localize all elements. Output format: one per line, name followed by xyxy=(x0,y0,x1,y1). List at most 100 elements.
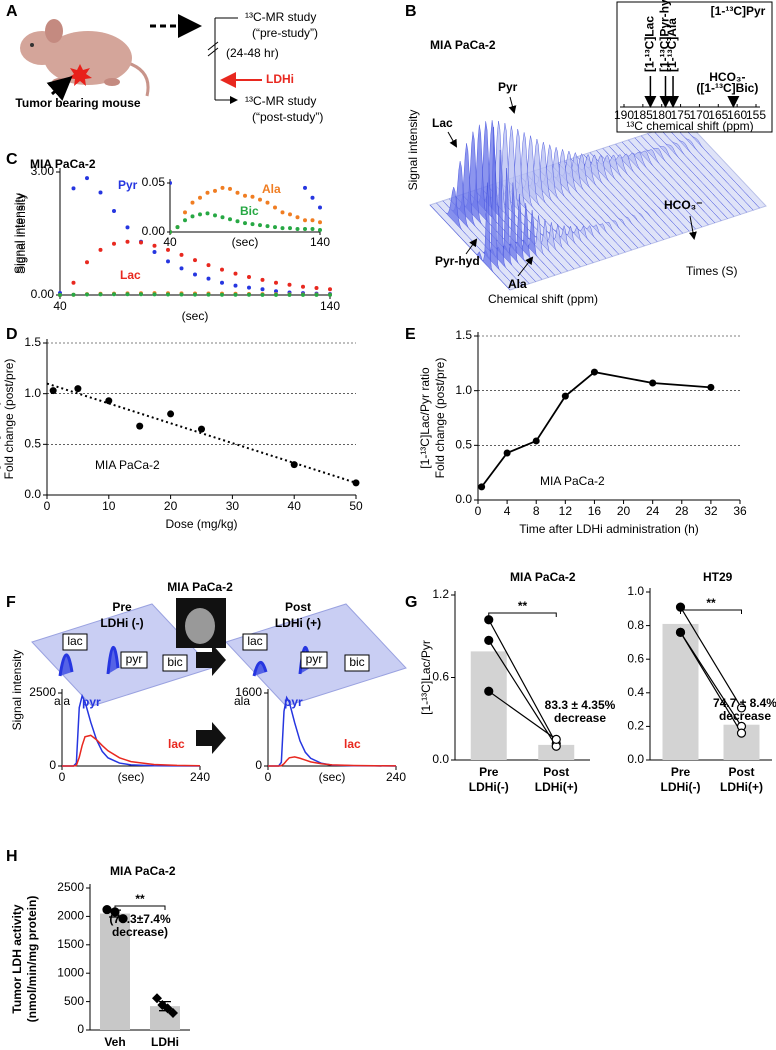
point xyxy=(170,230,172,234)
y-tick-label: 1.5 xyxy=(455,328,472,342)
y-tick-label: 0.4 xyxy=(627,685,644,699)
point xyxy=(193,272,197,277)
point xyxy=(198,425,205,433)
annotation: MIA PaCa-2 xyxy=(95,458,160,472)
trend-line xyxy=(46,382,357,484)
point xyxy=(166,247,170,252)
x-tick-label: 10 xyxy=(102,499,116,513)
y-tick-label: 1.5 xyxy=(24,335,41,349)
point xyxy=(152,993,162,1004)
spectrum-trace xyxy=(532,144,613,257)
x-tick-label: 240 xyxy=(386,770,406,784)
y-tick-label: 0 xyxy=(255,758,262,772)
x-tick-label: 175 xyxy=(671,108,691,122)
x-tick-label: 140 xyxy=(310,235,330,249)
y-tick-label: 1.0 xyxy=(627,584,644,598)
x-tick-label: LDHi(-) xyxy=(469,780,509,794)
spectrum-trace xyxy=(621,141,703,228)
annotation: (79.3±7.4% xyxy=(109,912,171,926)
bar xyxy=(662,623,699,760)
point xyxy=(220,280,224,285)
spectrum-trace xyxy=(609,146,690,232)
point xyxy=(296,171,300,175)
panel-label: G xyxy=(405,594,417,611)
point xyxy=(247,285,251,290)
x-tick-label: Post xyxy=(543,765,569,779)
title: MIA PaCa-2 xyxy=(430,38,496,52)
point xyxy=(85,260,89,265)
x-tick-label: 4 xyxy=(504,504,511,518)
arrow xyxy=(465,238,478,255)
point xyxy=(85,176,89,181)
axis-label: Signal intensity xyxy=(10,650,24,731)
x-tick-label: 165 xyxy=(708,108,728,122)
panel-label: D xyxy=(6,326,18,343)
y-tick-label: 1.0 xyxy=(455,383,472,397)
pair-line xyxy=(488,690,557,740)
arrow xyxy=(517,256,534,277)
point xyxy=(318,93,322,97)
point xyxy=(102,904,112,915)
point xyxy=(352,479,360,487)
y-tick-label: 0.0 xyxy=(432,752,449,766)
bar xyxy=(470,651,507,760)
condition: LDHi (-) xyxy=(100,616,143,630)
point xyxy=(273,225,277,230)
point xyxy=(213,213,217,218)
peak-label: [1-¹³C]Ala xyxy=(665,18,679,72)
spectrum-trace xyxy=(634,137,715,223)
point xyxy=(318,228,322,233)
point xyxy=(318,205,322,210)
y-axis-label: Fold change (post/pre) xyxy=(433,358,447,479)
point xyxy=(198,212,202,217)
point xyxy=(318,220,322,225)
point xyxy=(303,227,307,232)
point xyxy=(49,387,57,395)
spectrum-label: pyr xyxy=(306,652,323,666)
condition: Post xyxy=(285,600,311,614)
spectrum-trace xyxy=(429,182,511,291)
point xyxy=(551,734,561,744)
point xyxy=(118,914,128,924)
y-tick-label: 0 xyxy=(77,1022,84,1036)
spectrum-trace xyxy=(679,122,760,209)
inset-frame xyxy=(616,1,773,133)
point xyxy=(310,218,315,223)
y-tick-label: 1500 xyxy=(57,937,84,951)
peak-label: Pyr xyxy=(498,80,518,94)
point xyxy=(484,635,494,645)
point xyxy=(190,214,195,219)
point xyxy=(303,218,307,223)
point xyxy=(139,240,143,245)
caption: Tumor bearing mouse xyxy=(15,96,140,110)
point xyxy=(561,392,569,400)
point xyxy=(193,258,197,263)
point xyxy=(125,225,130,230)
point xyxy=(260,287,265,292)
series-label: Bic xyxy=(240,204,259,218)
x-tick-label: 20 xyxy=(164,499,178,513)
x-tick-label: 0 xyxy=(44,499,51,513)
step-text: (24-48 hr) xyxy=(226,46,279,60)
point xyxy=(311,63,315,67)
x-axis-label: (sec) xyxy=(118,770,145,784)
point xyxy=(247,274,251,279)
spectrum-trace xyxy=(673,125,754,211)
point xyxy=(301,284,305,289)
point xyxy=(167,410,175,418)
point xyxy=(478,483,486,491)
point xyxy=(112,292,116,297)
spectrum-label: lac xyxy=(247,634,262,648)
y-tick-label: 1.0 xyxy=(24,386,41,400)
y-tick-label: 0.0 xyxy=(627,752,644,766)
point xyxy=(179,252,184,257)
point xyxy=(266,5,270,9)
point xyxy=(280,226,285,231)
x-tick-label: 24 xyxy=(646,504,660,518)
spectrum-trace xyxy=(628,139,709,226)
point xyxy=(274,280,278,285)
significance: ** xyxy=(135,892,145,906)
spectrum-label: bic xyxy=(167,655,182,669)
x-tick-label: 40 xyxy=(288,499,302,513)
point xyxy=(265,224,270,229)
